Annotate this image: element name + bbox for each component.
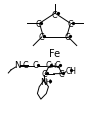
Text: C: C: [35, 21, 41, 29]
Text: Fe: Fe: [49, 49, 61, 59]
Text: C: C: [58, 70, 64, 79]
Text: C: C: [33, 61, 38, 70]
Text: C: C: [68, 21, 74, 29]
Text: N: N: [14, 61, 21, 70]
Text: C: C: [51, 11, 57, 20]
Text: CH: CH: [66, 67, 77, 76]
Text: H: H: [45, 79, 51, 85]
Text: C: C: [39, 33, 44, 42]
Text: C: C: [55, 61, 60, 70]
Text: C: C: [23, 61, 28, 70]
Text: N: N: [40, 78, 46, 87]
Text: C: C: [45, 61, 51, 70]
Text: C: C: [65, 33, 70, 42]
Text: H: H: [50, 63, 55, 69]
Text: C: C: [41, 70, 47, 79]
